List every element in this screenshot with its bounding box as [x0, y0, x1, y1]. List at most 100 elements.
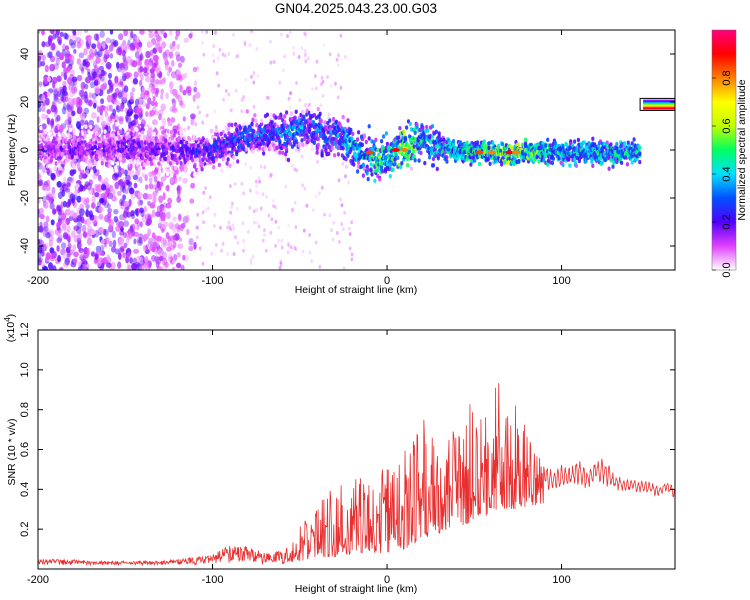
noise-cell	[154, 175, 158, 183]
ridge-cell	[367, 124, 371, 129]
ridge-cell	[544, 143, 548, 148]
noise-cell	[163, 239, 168, 248]
ridge-cell	[170, 130, 174, 135]
noise-cell	[176, 196, 181, 203]
noise-cell	[161, 117, 167, 126]
ridge-cell	[230, 122, 234, 128]
ridge-cell	[244, 147, 248, 152]
noise-cell	[293, 167, 297, 172]
ridge-cell	[110, 166, 114, 171]
ridge-cell	[434, 129, 438, 134]
ridge-cell	[45, 158, 49, 164]
noise-cell	[274, 243, 277, 248]
noise-cell	[300, 154, 304, 159]
noise-cell	[160, 30, 164, 35]
ridge-cell	[362, 134, 366, 139]
noise-cell	[56, 114, 61, 122]
noise-cell	[256, 74, 260, 79]
noise-cell	[189, 198, 195, 204]
noise-cell	[90, 202, 96, 209]
ridge-cell	[202, 155, 206, 161]
noise-cell	[151, 209, 156, 218]
ridge-cell	[388, 174, 392, 179]
ridge-cell	[320, 153, 324, 158]
noise-cell	[185, 86, 192, 93]
ridge-cell	[561, 162, 565, 168]
noise-cell	[100, 84, 106, 91]
noise-cell	[85, 218, 92, 227]
ridge-cell	[517, 159, 521, 164]
y-tick-label: 0	[19, 147, 31, 153]
ridge-cell	[413, 158, 417, 163]
y-tick-label: 40	[19, 48, 31, 60]
ridge-cell	[143, 130, 148, 135]
noise-cell	[52, 125, 58, 133]
noise-cell	[65, 50, 71, 58]
noise-cell	[60, 242, 67, 250]
noise-cell	[171, 266, 176, 270]
noise-cell	[176, 225, 181, 233]
ridge-cell	[549, 143, 553, 148]
ridge-cell	[561, 145, 565, 150]
noise-cell	[243, 40, 247, 45]
noise-cell	[154, 30, 159, 34]
noise-cell	[231, 201, 234, 206]
noise-cell	[79, 208, 85, 217]
noise-cell	[98, 105, 104, 113]
noise-cell	[308, 250, 312, 255]
ridge-cell	[118, 153, 123, 158]
ridge-cell	[173, 153, 177, 158]
noise-cell	[166, 70, 170, 77]
ridge-cell	[346, 118, 350, 123]
noise-cell	[79, 250, 84, 258]
noise-cell	[46, 168, 50, 175]
noise-cell	[93, 79, 99, 87]
noise-cell	[328, 213, 332, 218]
ridge-cell	[567, 157, 571, 162]
noise-cell	[202, 220, 206, 225]
noise-cell	[141, 172, 146, 178]
noise-cell	[129, 257, 133, 264]
ridge-cell	[52, 136, 56, 141]
noise-cell	[249, 260, 253, 265]
ridge-cell	[210, 128, 214, 134]
noise-cell	[64, 96, 69, 103]
noise-cell	[39, 213, 45, 220]
ridge-cell	[550, 160, 555, 166]
noise-cell	[195, 235, 199, 240]
noise-cell	[137, 239, 143, 247]
noise-cell	[101, 258, 105, 264]
noise-cell	[295, 81, 298, 86]
noise-cell	[207, 206, 210, 211]
noise-cell	[161, 228, 165, 233]
ridge-cell	[500, 162, 504, 167]
ridge-cell	[140, 136, 144, 141]
noise-cell	[340, 222, 344, 227]
noise-cell	[41, 251, 45, 257]
ridge-cell	[268, 144, 272, 149]
noise-cell	[113, 172, 120, 178]
ridge-cell	[157, 161, 161, 166]
noise-cell	[61, 219, 67, 227]
noise-cell	[162, 251, 168, 260]
noise-cell	[134, 190, 140, 199]
noise-cell	[48, 240, 53, 247]
noise-cell	[126, 251, 132, 260]
noise-cell	[178, 62, 182, 68]
noise-cell	[145, 75, 151, 83]
noise-cell	[85, 76, 91, 84]
noise-cell	[65, 217, 71, 226]
noise-cell	[242, 248, 245, 253]
ridge-cell	[457, 143, 461, 149]
noise-cell	[97, 69, 102, 75]
ridge-cell	[182, 153, 186, 159]
noise-cell	[60, 71, 65, 77]
noise-cell	[141, 86, 146, 94]
noise-cell	[293, 246, 297, 250]
noise-cell	[43, 221, 49, 229]
ridge-cell	[155, 155, 159, 161]
noise-cell	[106, 254, 111, 262]
noise-cell	[64, 257, 70, 266]
noise-cell	[255, 184, 258, 189]
